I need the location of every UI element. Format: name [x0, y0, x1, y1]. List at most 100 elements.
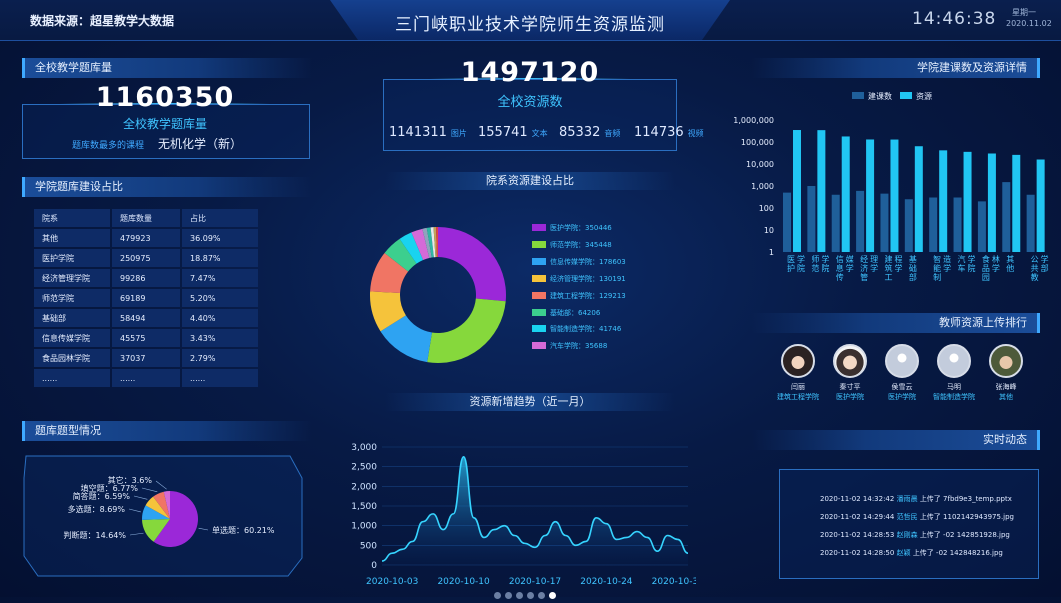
pie-slice[interactable] — [163, 491, 170, 519]
bar-resources[interactable] — [963, 151, 972, 252]
donut-slice[interactable] — [430, 227, 436, 258]
y-tick-label: 100 — [759, 204, 774, 213]
stat-video: 114736 视频 — [634, 125, 704, 140]
avatar[interactable] — [885, 344, 919, 378]
bar-courses[interactable] — [1026, 194, 1035, 252]
bar-courses[interactable] — [783, 192, 791, 252]
bar-resources[interactable] — [987, 153, 996, 252]
pie-slice[interactable] — [153, 491, 170, 519]
avatar[interactable] — [937, 344, 971, 378]
donut-slice[interactable] — [427, 298, 506, 363]
avatar[interactable] — [833, 344, 867, 378]
top-course-label: 题库数最多的课程 — [72, 141, 145, 151]
legend-item[interactable]: 经济管理学院：130191 — [532, 274, 626, 285]
column-header: 题库数量 — [112, 209, 180, 227]
legend-swatch — [532, 342, 546, 350]
bar-resources[interactable] — [890, 139, 899, 252]
pager-dot[interactable] — [505, 592, 512, 599]
bar-resources[interactable] — [841, 136, 850, 252]
realtime-feed[interactable]: 2020-11-02 14:32:42 潘雨晨 上传了 7fbd9e3_temp… — [779, 469, 1039, 579]
pager-dot[interactable] — [527, 592, 534, 599]
bar-courses[interactable] — [856, 190, 865, 252]
table-row: 经济管理学院 99286 7.47% — [34, 269, 258, 287]
legend-item[interactable]: 医护学院：350446 — [532, 223, 612, 234]
bar-courses[interactable] — [831, 194, 840, 252]
carousel-pager[interactable] — [492, 584, 558, 603]
pie-leader-line — [129, 532, 144, 536]
donut-slice[interactable] — [438, 227, 506, 302]
y-tick-label: 1 — [769, 248, 774, 257]
table-cell: 18.87% — [182, 249, 258, 267]
data-source-label: 数据来源：超星教学大数据 — [30, 14, 175, 28]
legend-label: 建筑工程学院：129213 — [550, 291, 626, 300]
donut-slice[interactable] — [433, 227, 437, 258]
pager-dot[interactable] — [494, 592, 501, 599]
legend-label: 信息传媒学院：178603 — [550, 257, 626, 266]
donut-slice[interactable] — [384, 238, 417, 272]
pie-slice[interactable] — [145, 496, 170, 519]
x-tick-label: 基 — [909, 254, 917, 264]
bar-courses[interactable] — [977, 201, 986, 252]
pie-label: 判断题：14.64% — [63, 530, 126, 540]
avatar[interactable] — [781, 344, 815, 378]
donut-slice[interactable] — [370, 291, 406, 332]
y-tick-label: 1,000 — [751, 182, 774, 191]
table-cell: 4.40% — [182, 309, 258, 327]
x-tick-label: 程 — [894, 255, 902, 264]
bar-courses[interactable] — [807, 186, 816, 252]
bar-resources[interactable] — [793, 130, 801, 252]
feed-item: 2020-11-02 14:29:44 范哲民 上传了 110214294397… — [820, 512, 1014, 522]
donut-slice[interactable] — [370, 252, 409, 293]
resource-total-card — [383, 79, 677, 151]
donut-slice[interactable] — [436, 227, 438, 258]
bar-courses[interactable] — [1002, 182, 1011, 252]
x-tick-label: 护 — [787, 263, 795, 273]
pie-label: 填空题：6.77% — [81, 483, 139, 493]
feed-user: 潘雨晨 — [896, 495, 920, 503]
donut-slice[interactable] — [426, 227, 434, 258]
donut-slice[interactable] — [422, 227, 432, 259]
pie-slice[interactable] — [142, 505, 170, 520]
pager-dot[interactable] — [516, 592, 523, 599]
bar-courses[interactable] — [929, 197, 938, 252]
bar-courses[interactable] — [953, 197, 962, 252]
x-tick-label: 他 — [1006, 263, 1014, 273]
pager-dot[interactable] — [549, 592, 556, 599]
x-tick-label: 学 — [846, 263, 854, 273]
feed-item: 2020-11-02 14:32:42 潘雨晨 上传了 7fbd9e3_temp… — [820, 494, 1012, 504]
donut-slice[interactable] — [380, 315, 432, 363]
pager-dot[interactable] — [538, 592, 545, 599]
legend-item[interactable]: 基础部：64206 — [532, 308, 600, 319]
teacher-name: 秦寸平 — [839, 383, 861, 391]
teacher-name: 侯雪云 — [891, 383, 913, 391]
y-tick-label: 1,000,000 — [733, 116, 774, 125]
bar-resources[interactable] — [914, 146, 923, 252]
pie-slice[interactable] — [142, 519, 170, 542]
pie-slice[interactable] — [153, 491, 198, 547]
avatar[interactable] — [989, 344, 1023, 378]
x-tick-label: 学 — [870, 263, 878, 273]
trend-line[interactable] — [381, 456, 689, 562]
donut-slice[interactable] — [399, 232, 424, 264]
table-cell: 5.20% — [182, 289, 258, 307]
legend-item[interactable]: 建筑工程学院：129213 — [532, 291, 626, 302]
legend-item[interactable]: 智能制造学院：41746 — [532, 324, 621, 335]
bar-resources[interactable] — [866, 139, 875, 252]
bar-resources[interactable] — [1036, 159, 1045, 252]
clock-time: 14:46:38 — [912, 9, 997, 29]
bar-resources[interactable] — [939, 150, 948, 252]
table-cell: 99286 — [112, 269, 180, 287]
table-cell: ...... — [34, 369, 110, 387]
pie-leader-line — [141, 487, 158, 493]
legend-item[interactable]: 信息传媒学院：178603 — [532, 257, 626, 268]
feed-action: 上传了 — [919, 513, 944, 521]
pie-label: 简答题：6.59% — [73, 491, 131, 501]
bar-courses[interactable] — [880, 193, 889, 252]
donut-slice[interactable] — [411, 228, 430, 261]
bar-courses[interactable] — [904, 199, 913, 252]
legend-item[interactable]: 汽车学院：35688 — [532, 341, 607, 352]
legend-item[interactable]: 师范学院：345448 — [532, 240, 612, 251]
y-tick-label: 1,500 — [351, 502, 377, 512]
bar-resources[interactable] — [1012, 154, 1021, 252]
bar-resources[interactable] — [817, 130, 826, 252]
